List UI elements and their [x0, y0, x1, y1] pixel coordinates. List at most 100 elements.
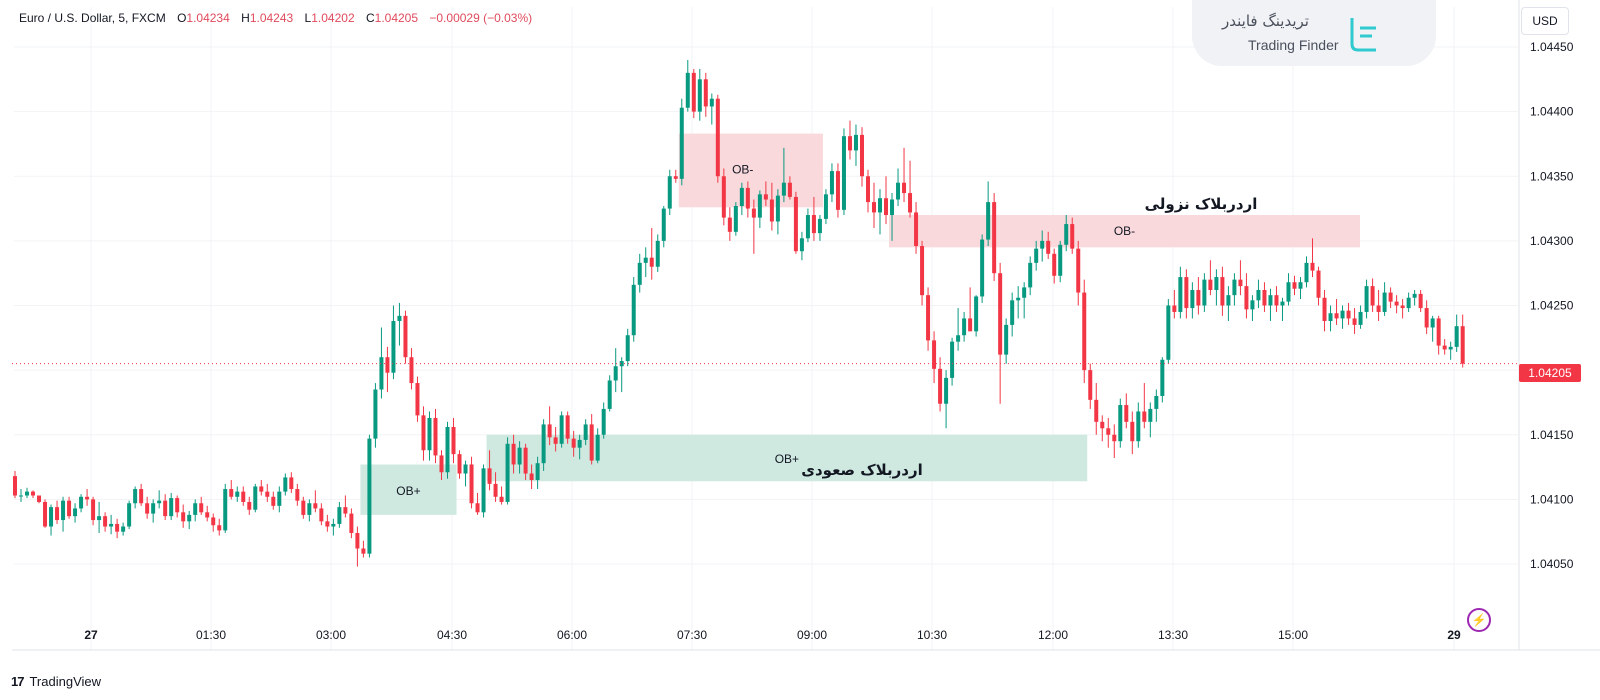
tradingview-logo[interactable]: 17 TradingView: [11, 674, 101, 689]
bearish-candle: [289, 477, 294, 490]
bullish-candle: [559, 415, 564, 444]
price-tick-label: 1.04450: [1530, 40, 1574, 54]
bearish-candle: [835, 171, 840, 210]
bearish-candle: [715, 98, 720, 177]
bearish-candle: [673, 176, 678, 179]
last-price-label: 1.04205: [1519, 364, 1581, 382]
bullish-candle: [1430, 318, 1435, 328]
bullish-candle: [643, 257, 648, 263]
bearish-candle: [355, 532, 360, 549]
bearish-candle: [313, 503, 318, 509]
bearish-candle: [727, 217, 732, 232]
bearish-candle: [968, 318, 973, 332]
bullish-candle: [427, 417, 432, 451]
bearish-candle: [1346, 310, 1351, 319]
bearish-candle: [1238, 279, 1243, 287]
bullish-candle: [193, 503, 198, 515]
bullish-candle: [841, 136, 846, 210]
bullish-candle: [679, 107, 684, 179]
bullish-candle: [25, 491, 30, 496]
lightning-icon[interactable]: ⚡: [1467, 608, 1491, 632]
bearish-candle: [992, 202, 997, 274]
order-block-caption: اردربلاک نزولی: [1145, 195, 1258, 213]
time-axis[interactable]: 27 01:30 03:00 04:30 06:00 07:30 09:00 10:30 12:…: [84, 628, 1461, 642]
price-tick-label: 1.04250: [1530, 299, 1574, 313]
order-block-label: OB+: [775, 452, 799, 466]
bearish-candle: [920, 246, 925, 296]
bearish-candle: [1274, 295, 1279, 306]
bullish-order-block: [360, 464, 457, 515]
time-tick-label: 03:00: [316, 628, 346, 642]
bullish-candle: [391, 321, 396, 373]
bearish-candle: [205, 512, 210, 518]
bearish-candle: [181, 512, 186, 522]
bearish-candle: [1370, 286, 1375, 306]
bullish-candle: [577, 439, 582, 448]
bullish-candle: [853, 134, 858, 151]
bullish-candle: [1268, 295, 1273, 306]
close-value: 1.04205: [374, 11, 419, 25]
bullish-candle: [733, 205, 738, 232]
bullish-candle: [1382, 292, 1387, 312]
bullish-candle: [823, 194, 828, 219]
bullish-candle: [1304, 262, 1309, 283]
bullish-candle: [1118, 405, 1123, 442]
bullish-candle: [1280, 301, 1285, 306]
close-label: C: [365, 11, 375, 25]
bearish-candle: [1094, 399, 1099, 422]
bullish-candle: [739, 187, 744, 206]
bearish-candle: [241, 491, 246, 502]
time-tick-label: 04:30: [437, 628, 467, 642]
bearish-candle: [1400, 305, 1405, 309]
bearish-candle: [1424, 308, 1429, 328]
bullish-candle: [1214, 277, 1219, 290]
bullish-candle: [19, 495, 24, 497]
bearish-candle: [547, 424, 552, 438]
order-block-label: OB-: [1114, 224, 1135, 238]
bearish-candle: [769, 199, 774, 222]
bullish-candle: [944, 377, 949, 404]
currency-button[interactable]: USD: [1521, 7, 1569, 35]
bullish-candle: [535, 463, 540, 480]
bearish-candle: [1436, 318, 1441, 346]
bearish-candle: [265, 491, 270, 497]
tradingview-icon: 17: [11, 674, 25, 689]
bearish-candle: [1130, 421, 1135, 442]
bearish-candle: [247, 501, 252, 510]
bearish-candle: [43, 501, 48, 527]
bullish-candle: [1226, 295, 1231, 306]
bullish-order-block: [486, 434, 1088, 482]
bearish-candle: [763, 194, 768, 200]
bearish-candle: [469, 464, 474, 504]
bullish-candle: [253, 486, 258, 510]
bearish-candle: [1208, 279, 1213, 290]
bearish-candle: [1142, 411, 1147, 422]
bullish-candle: [307, 503, 312, 515]
price-axis[interactable]: 1.044501.044001.043501.043001.042501.042…: [1530, 40, 1574, 571]
bullish-candle: [583, 424, 588, 440]
price-tick-label: 1.04300: [1530, 234, 1574, 248]
bearish-candle: [865, 176, 870, 203]
bullish-candle: [890, 199, 895, 216]
price-tick-label: 1.04100: [1530, 492, 1574, 506]
bearish-candle: [902, 182, 907, 194]
time-tick-label: 15:00: [1278, 628, 1308, 642]
bearish-candle: [499, 496, 504, 502]
bullish-candle: [277, 491, 282, 506]
bearish-candle: [271, 496, 276, 506]
watermark-persian: تریدینگ فایندر: [1222, 12, 1309, 30]
bearish-candle: [217, 525, 222, 531]
bearish-candle: [1184, 277, 1189, 309]
bullish-candle: [445, 426, 450, 473]
bullish-candle: [97, 516, 102, 521]
bullish-candle: [601, 408, 606, 435]
trading-finder-logo-icon: [1350, 18, 1376, 52]
bearish-candle: [1076, 248, 1081, 293]
bullish-candle: [223, 489, 228, 531]
bearish-candle: [409, 357, 414, 384]
grid-lines: [14, 7, 1518, 650]
high-value: 1.04243: [249, 11, 294, 25]
bearish-candle: [319, 508, 324, 522]
